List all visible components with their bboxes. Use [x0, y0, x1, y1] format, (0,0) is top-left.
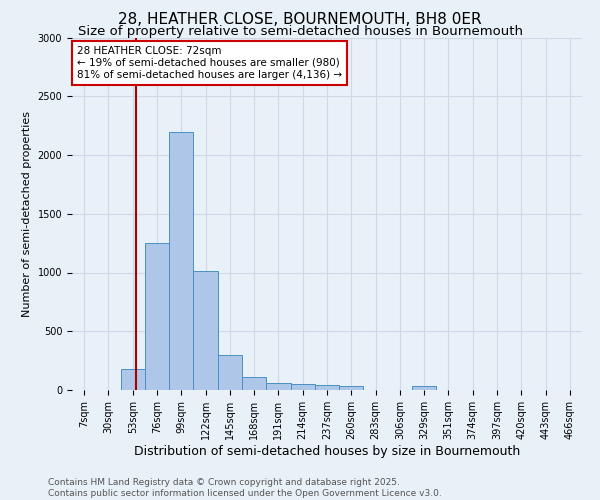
Bar — [266, 383, 290, 390]
Bar — [290, 384, 315, 390]
Bar — [193, 272, 218, 390]
Bar — [315, 386, 339, 390]
Text: 28 HEATHER CLOSE: 72sqm
← 19% of semi-detached houses are smaller (980)
81% of s: 28 HEATHER CLOSE: 72sqm ← 19% of semi-de… — [77, 46, 342, 80]
X-axis label: Distribution of semi-detached houses by size in Bournemouth: Distribution of semi-detached houses by … — [134, 444, 520, 458]
Bar — [339, 386, 364, 390]
Y-axis label: Number of semi-detached properties: Number of semi-detached properties — [22, 111, 32, 317]
Text: 28, HEATHER CLOSE, BOURNEMOUTH, BH8 0ER: 28, HEATHER CLOSE, BOURNEMOUTH, BH8 0ER — [118, 12, 482, 28]
Bar — [169, 132, 193, 390]
Bar — [145, 243, 169, 390]
Text: Contains HM Land Registry data © Crown copyright and database right 2025.
Contai: Contains HM Land Registry data © Crown c… — [48, 478, 442, 498]
Bar — [242, 377, 266, 390]
Text: Size of property relative to semi-detached houses in Bournemouth: Size of property relative to semi-detach… — [77, 25, 523, 38]
Bar — [218, 355, 242, 390]
Bar — [121, 370, 145, 390]
Bar — [412, 386, 436, 390]
